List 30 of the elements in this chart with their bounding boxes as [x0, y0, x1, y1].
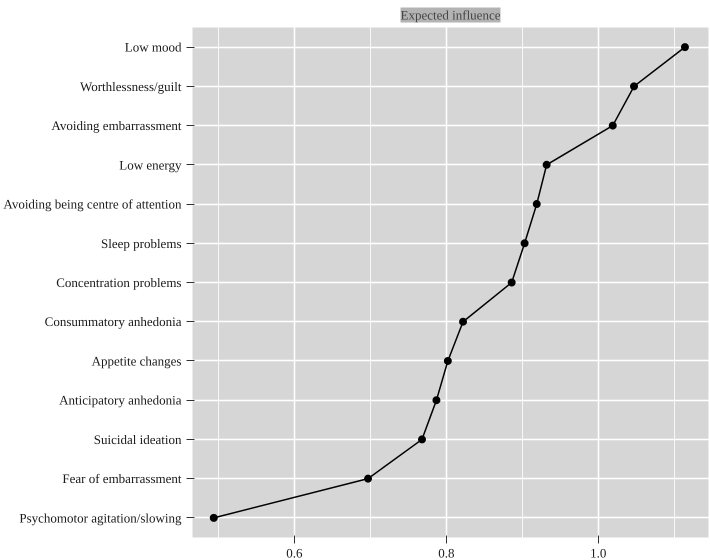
point: [508, 278, 516, 286]
point: [364, 474, 372, 483]
y-tick-label: Consummatory anhedonia: [44, 314, 182, 330]
point: [432, 396, 440, 404]
x-tick-label: 0.6: [286, 546, 303, 560]
y-tick-label: Sleep problems: [100, 236, 182, 251]
chart-title: Expected influence: [400, 8, 501, 22]
x-tick-label: 1.0: [590, 546, 606, 560]
y-tick-label: Low mood: [124, 40, 182, 55]
y-tick-label: Worthlessness/guilt: [80, 78, 182, 94]
point: [444, 356, 452, 365]
point: [532, 200, 541, 208]
y-tick-label: Concentration problems: [56, 275, 182, 290]
y-tick-label: Psychomotor agitation/slowing: [19, 510, 182, 526]
point: [608, 122, 617, 130]
point: [210, 514, 218, 522]
y-tick-label: Low energy: [119, 157, 182, 172]
y-tick-label: Avoiding embarrassment: [51, 118, 182, 134]
x-tick-label: 0.8: [438, 546, 454, 560]
y-tick-label: Appetite changes: [92, 353, 182, 368]
y-tick-label: Avoiding being centre of attention: [3, 196, 182, 212]
point: [520, 239, 529, 248]
point: [459, 318, 468, 326]
point: [630, 82, 638, 90]
y-tick-label: Fear of embarrassment: [62, 471, 182, 486]
point: [418, 435, 426, 444]
point: [542, 160, 551, 169]
point: [680, 43, 689, 52]
y-tick-label: Anticipatory anhedonia: [59, 392, 182, 408]
y-tick-label: Suicidal ideation: [94, 432, 182, 447]
